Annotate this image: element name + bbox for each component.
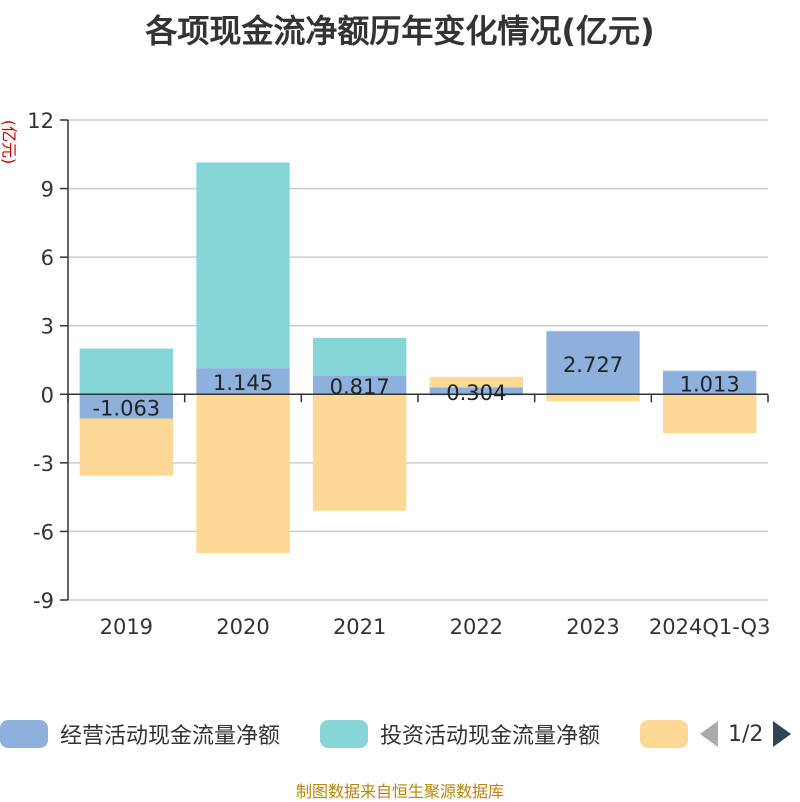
legend-next-icon[interactable] — [773, 721, 791, 747]
bar-financing — [80, 419, 173, 476]
bar-financing — [313, 394, 406, 511]
bar-financing — [546, 394, 639, 401]
bar-financing — [663, 394, 756, 433]
y-tick-label: -6 — [33, 520, 54, 544]
y-tick-label: 6 — [41, 246, 54, 270]
bar-investing — [80, 349, 173, 395]
bar-investing — [546, 331, 639, 332]
legend-page-indicator: 1/2 — [728, 722, 763, 747]
y-tick-label: 9 — [41, 178, 54, 202]
y-tick-label: 12 — [27, 109, 54, 133]
bar-financing — [196, 394, 289, 553]
bar-investing — [313, 338, 406, 376]
x-tick-label: 2024Q1-Q3 — [649, 615, 771, 639]
y-tick-label: -9 — [33, 589, 54, 613]
y-tick-label: 0 — [41, 383, 54, 407]
legend-label-operating: 经营活动现金流量净额 — [60, 718, 280, 750]
data-label: 0.304 — [446, 381, 506, 405]
x-tick-label: 2022 — [450, 615, 503, 639]
x-tick-label: 2023 — [566, 615, 619, 639]
legend-pager: 1/2 — [700, 716, 791, 752]
data-label: 0.817 — [330, 375, 390, 399]
legend-item-operating[interactable]: 经营活动现金流量净额 — [0, 716, 280, 752]
data-label: 2.727 — [563, 353, 623, 377]
bar-investing — [196, 162, 289, 368]
y-tick-label: -3 — [33, 452, 54, 476]
legend-swatch-operating — [0, 720, 48, 748]
legend-prev-icon[interactable] — [700, 721, 718, 747]
x-tick-label: 2021 — [333, 615, 386, 639]
data-label: -1.063 — [92, 396, 160, 420]
legend-swatch-investing — [320, 720, 368, 748]
legend-label-investing: 投资活动现金流量净额 — [380, 718, 600, 750]
data-source-note: 制图数据来自恒生聚源数据库 — [0, 778, 800, 802]
legend-swatch-financing — [640, 720, 688, 748]
bar-chart: 12 9 6 3 0 -3 -6 -9 -1.063 1.145 0.817 0.304 2.727 1.… — [0, 0, 800, 700]
x-tick-label: 2020 — [216, 615, 269, 639]
y-tick-label: 3 — [41, 315, 54, 339]
data-label: 1.145 — [213, 371, 273, 395]
legend-item-financing[interactable] — [640, 716, 700, 752]
data-label: 1.013 — [680, 373, 740, 397]
x-tick-label: 2019 — [100, 615, 153, 639]
legend: 经营活动现金流量净额 投资活动现金流量净额 — [0, 716, 800, 752]
legend-item-investing[interactable]: 投资活动现金流量净额 — [320, 716, 600, 752]
